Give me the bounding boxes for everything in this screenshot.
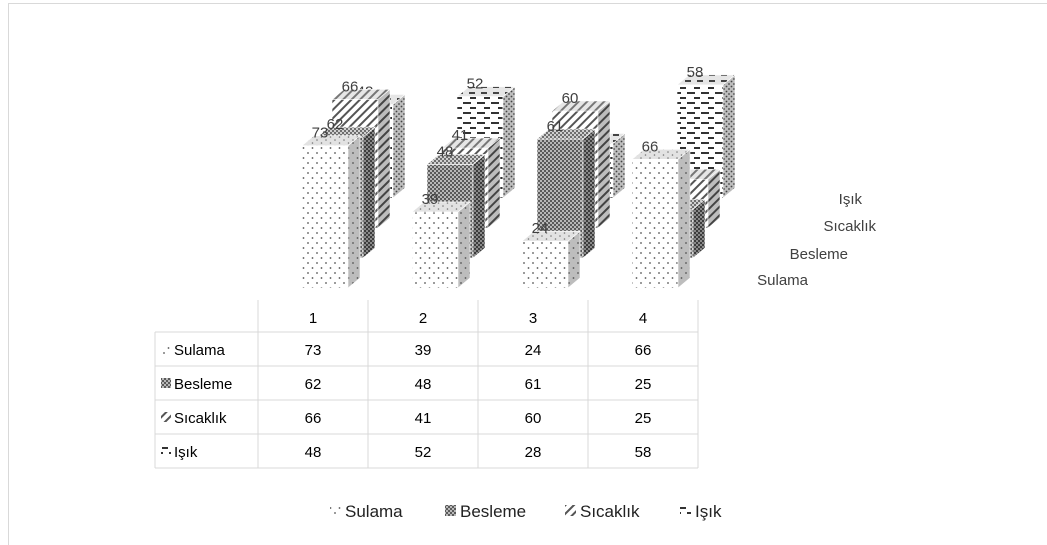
legend-key-isik — [680, 505, 691, 516]
data-label-sicaklik-1: 66 — [342, 78, 359, 95]
chart-frame — [8, 3, 1047, 545]
legend-key-sicaklik — [565, 505, 576, 516]
legend-key-besleme — [445, 505, 456, 516]
table-row-label-sicaklik: Sıcaklık — [174, 410, 227, 427]
table-cell-isik-2: 52 — [415, 444, 432, 461]
data-label-sicaklik-2: 41 — [452, 127, 469, 144]
table-cell-sicaklik-4: 25 — [635, 410, 652, 427]
bar-sulama-2 — [411, 201, 471, 289]
data-label-besleme-2: 48 — [437, 143, 454, 160]
data-label-sulama-1: 73 — [312, 125, 329, 142]
table-cell-besleme-3: 61 — [525, 376, 542, 393]
table-header-1: 1 — [309, 310, 317, 327]
table-legend-key-isik — [161, 446, 171, 456]
table-cell-sulama-4: 66 — [635, 342, 652, 359]
table-cell-sulama-3: 24 — [525, 342, 542, 359]
depth-axis-label-sulama: Sulama — [757, 272, 809, 289]
table-cell-sulama-2: 39 — [415, 342, 432, 359]
table-cell-besleme-1: 62 — [305, 376, 322, 393]
bar-sulama-3 — [521, 230, 581, 289]
data-label-isik-4: 58 — [687, 64, 704, 81]
bar-sulama-4 — [631, 148, 691, 289]
legend-label-sulama: Sulama — [345, 502, 403, 521]
table-cell-sicaklik-1: 66 — [305, 410, 322, 427]
table-cell-isik-1: 48 — [305, 444, 322, 461]
table-cell-isik-3: 28 — [525, 444, 542, 461]
table-legend-key-sulama — [161, 344, 171, 354]
table-row-label-sulama: Sulama — [174, 342, 226, 359]
legend-label-isik: Işık — [695, 502, 722, 521]
table-legend-key-sicaklik — [161, 412, 171, 422]
table-cell-besleme-2: 48 — [415, 376, 432, 393]
bar-sulama-1 — [301, 135, 361, 289]
data-label-isik-2: 52 — [467, 76, 484, 93]
depth-axis-label-sicaklik: Sıcaklık — [823, 218, 876, 235]
depth-axis-label-isik: Işık — [839, 191, 863, 208]
data-label-sulama-3: 24 — [532, 220, 549, 237]
table-header-3: 3 — [529, 310, 537, 327]
legend-key-sulama — [330, 505, 341, 516]
data-label-besleme-3: 61 — [547, 118, 564, 135]
depth-axis-label-besleme: Besleme — [790, 246, 848, 263]
table-legend-key-besleme — [161, 378, 171, 388]
table-row-label-besleme: Besleme — [174, 376, 232, 393]
table-header-2: 2 — [419, 310, 427, 327]
table-cell-sicaklik-2: 41 — [415, 410, 432, 427]
table-row-label-isik: Işık — [174, 444, 198, 461]
data-label-besleme-1: 62 — [327, 116, 344, 133]
data-label-sulama-2: 39 — [422, 191, 439, 208]
table-cell-besleme-4: 25 — [635, 376, 652, 393]
table-cell-sulama-1: 73 — [305, 342, 322, 359]
data-label-sicaklik-3: 60 — [562, 90, 579, 107]
legend-label-besleme: Besleme — [460, 502, 526, 521]
legend-label-sicaklik: Sıcaklık — [580, 502, 640, 521]
table-header-4: 4 — [639, 310, 647, 327]
table-cell-sicaklik-3: 60 — [525, 410, 542, 427]
table-cell-isik-4: 58 — [635, 444, 652, 461]
data-label-sulama-4: 66 — [642, 138, 659, 155]
